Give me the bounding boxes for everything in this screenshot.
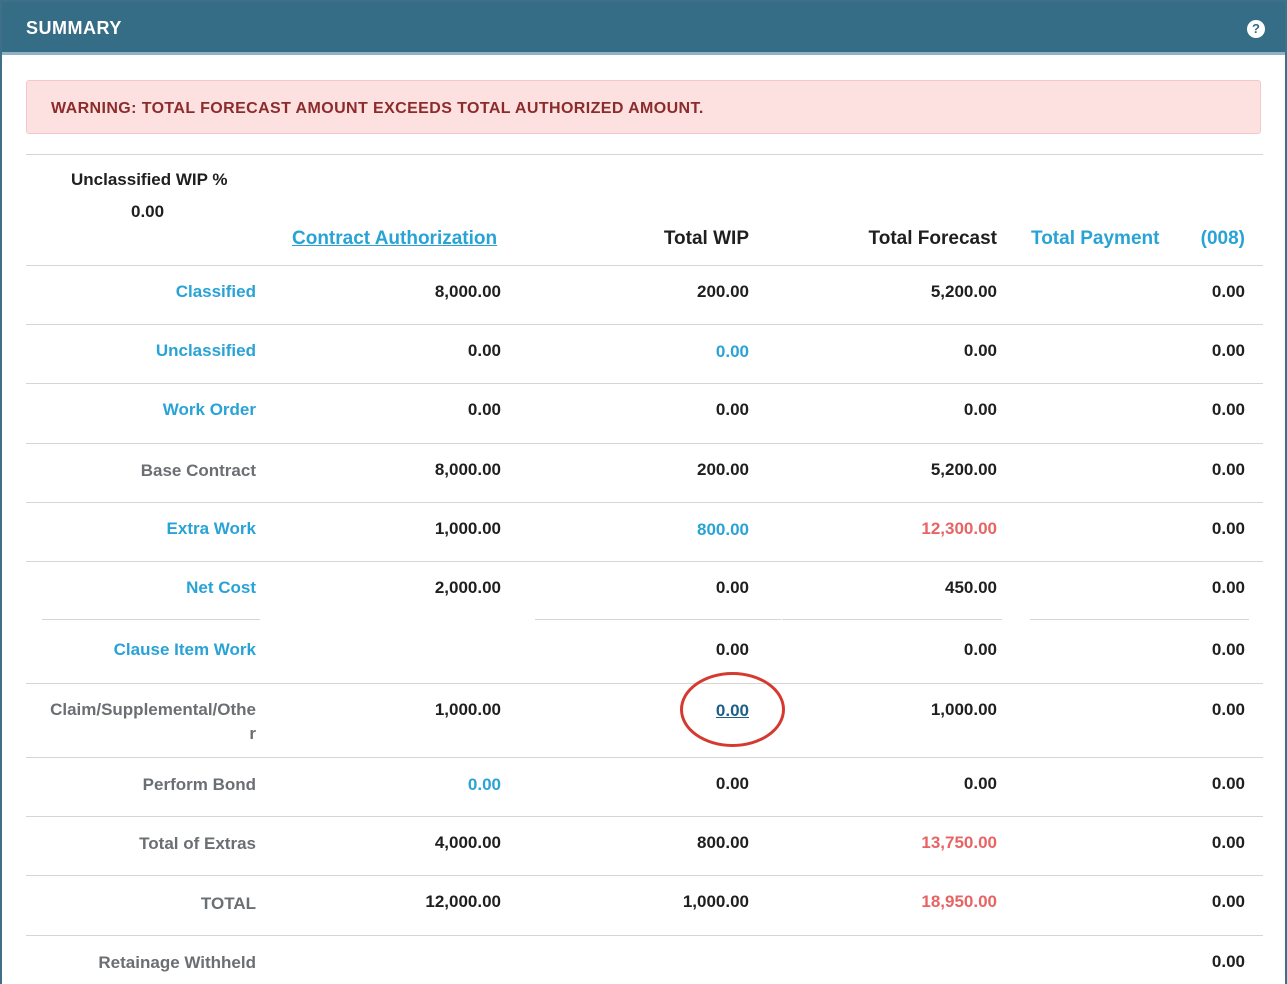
divider [782, 619, 1002, 620]
row-label-classified[interactable]: Classified [175, 282, 256, 301]
classified-forecast: 5,200.00 [930, 282, 997, 301]
total-of-extras-wip: 800.00 [697, 833, 749, 852]
row-label-extra-work[interactable]: Extra Work [166, 519, 256, 538]
unclassified-forecast: 0.00 [963, 341, 997, 360]
work-order-payment: 0.00 [1211, 400, 1245, 419]
extra-work-payment: 0.00 [1211, 519, 1245, 538]
payment-count-link[interactable]: (008) [1200, 228, 1245, 249]
work-order-wip: 0.00 [715, 400, 749, 419]
total-contract: 12,000.00 [425, 892, 501, 911]
classified-contract: 8,000.00 [434, 282, 501, 301]
row-label-unclassified[interactable]: Unclassified [155, 341, 256, 360]
perform-bond-contract-link[interactable]: 0.00 [467, 775, 501, 794]
row-label-retainage-withheld: Retainage Withheld [98, 953, 256, 972]
perform-bond-payment: 0.00 [1211, 774, 1245, 793]
unclassified-wip-label: Unclassified WIP % [71, 170, 228, 189]
divider [26, 935, 1263, 936]
unclassified-wip-link[interactable]: 0.00 [715, 342, 749, 361]
clause-item-work-payment: 0.00 [1211, 640, 1245, 659]
row-label-claim-supplemental-other-wrap: r [249, 724, 256, 743]
classified-payment: 0.00 [1211, 282, 1245, 301]
clause-item-work-wip: 0.00 [715, 640, 749, 659]
warning-text: WARNING: TOTAL FORECAST AMOUNT EXCEEDS T… [51, 100, 704, 117]
divider [26, 561, 1263, 562]
divider [26, 324, 1263, 325]
clause-item-work-forecast: 0.00 [963, 640, 997, 659]
work-order-forecast: 0.00 [963, 400, 997, 419]
divider [26, 502, 1263, 503]
divider [26, 265, 1263, 266]
extra-work-contract: 1,000.00 [434, 519, 501, 538]
divider [535, 619, 781, 620]
row-label-net-cost[interactable]: Net Cost [186, 578, 256, 597]
total-wip: 1,000.00 [682, 892, 749, 911]
divider [42, 619, 260, 620]
base-contract-payment: 0.00 [1211, 460, 1245, 479]
unclassified-wip-value: 0.00 [131, 202, 165, 221]
base-contract-forecast: 5,200.00 [930, 460, 997, 479]
row-label-perform-bond: Perform Bond [142, 775, 256, 794]
work-order-contract: 0.00 [467, 400, 501, 419]
warning-alert: WARNING: TOTAL FORECAST AMOUNT EXCEEDS T… [26, 80, 1261, 134]
unclassified-contract: 0.00 [467, 341, 501, 360]
base-contract-wip: 200.00 [697, 460, 749, 479]
retainage-withheld-payment: 0.00 [1211, 952, 1245, 971]
divider [26, 443, 1263, 444]
divider [26, 757, 1263, 758]
divider [26, 154, 1263, 155]
total-of-extras-contract: 4,000.00 [434, 833, 501, 852]
total-wip-header: Total WIP [663, 228, 749, 249]
total-of-extras-payment: 0.00 [1211, 833, 1245, 852]
claim-forecast: 1,000.00 [930, 700, 997, 719]
divider [26, 383, 1263, 384]
net-cost-forecast: 450.00 [945, 578, 997, 597]
divider [26, 816, 1263, 817]
net-cost-contract: 2,000.00 [434, 578, 501, 597]
annotation-circle [680, 672, 785, 747]
extra-work-forecast: 12,300.00 [921, 519, 997, 538]
divider [1030, 619, 1249, 620]
total-payment: 0.00 [1211, 892, 1245, 911]
net-cost-payment: 0.00 [1211, 578, 1245, 597]
contract-authorization-link[interactable]: Contract Authorization [292, 228, 498, 249]
row-label-clause-item-work[interactable]: Clause Item Work [113, 640, 256, 659]
divider [26, 683, 1263, 684]
panel-header: SUMMARY ? [2, 2, 1285, 55]
divider [26, 875, 1263, 876]
unclassified-payment: 0.00 [1211, 341, 1245, 360]
total-of-extras-forecast: 13,750.00 [921, 833, 997, 852]
claim-contract: 1,000.00 [434, 700, 501, 719]
total-payment-link[interactable]: Total Payment [1031, 228, 1160, 249]
row-label-total: TOTAL [200, 894, 256, 913]
question-circle-icon[interactable]: ? [1247, 20, 1265, 38]
total-forecast-header: Total Forecast [868, 228, 997, 249]
base-contract-contract: 8,000.00 [434, 460, 501, 479]
claim-payment: 0.00 [1211, 700, 1245, 719]
row-label-work-order[interactable]: Work Order [162, 400, 256, 419]
row-label-claim-supplemental-other: Claim/Supplemental/Othe [50, 700, 256, 719]
net-cost-wip: 0.00 [715, 578, 749, 597]
row-label-total-of-extras: Total of Extras [139, 834, 256, 853]
panel-title: SUMMARY [26, 18, 122, 38]
total-forecast: 18,950.00 [921, 892, 997, 911]
perform-bond-forecast: 0.00 [963, 774, 997, 793]
row-label-base-contract: Base Contract [140, 461, 256, 480]
classified-wip: 200.00 [697, 282, 749, 301]
extra-work-wip-link[interactable]: 800.00 [697, 520, 749, 539]
perform-bond-wip: 0.00 [715, 774, 749, 793]
